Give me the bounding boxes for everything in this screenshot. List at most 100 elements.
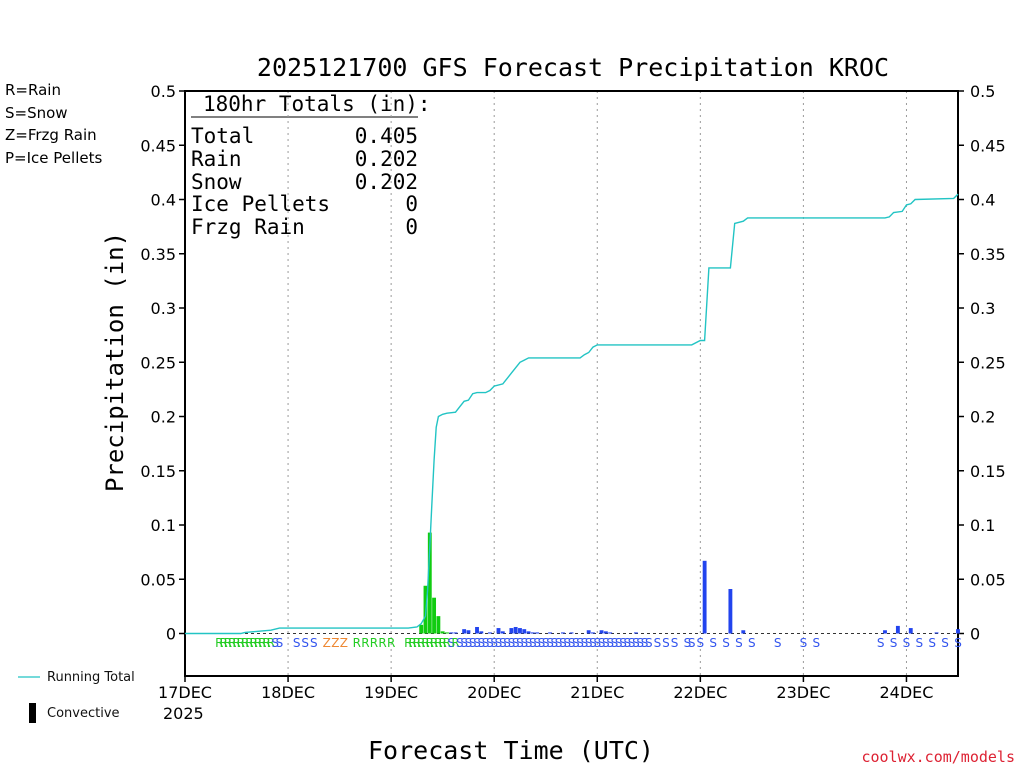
y-tick-label-right: 0.05 (970, 570, 1006, 589)
snow-bar (518, 628, 522, 634)
plot-area: 0 00.05 0.050.1 0.10.15 0.150.2 0.20.25 0.250.… (140, 82, 1005, 702)
snow-bar (569, 632, 574, 634)
precip-type-marker: S (748, 636, 756, 650)
precip-type-marker: S (697, 636, 705, 650)
source-credit: coolwx.com/models (861, 748, 1015, 766)
snow-bar (702, 560, 707, 634)
snow-bar (883, 630, 887, 634)
snow-bar (586, 630, 591, 634)
precip-type-marker: R (245, 636, 253, 650)
precip-type-marker: S (572, 636, 580, 650)
snow-bar (462, 629, 467, 634)
precip-type-marker: S (684, 636, 692, 650)
snow-bar (591, 632, 595, 634)
snow-bar (453, 632, 458, 634)
y-tick-label-right: 0.5 (970, 82, 995, 101)
y-tick-label-right: 0.2 (970, 408, 995, 427)
totals-value-rain: 0.202 (355, 147, 418, 171)
x-axis-year-label: 2025 (163, 704, 204, 723)
precip-type-marker: S (941, 636, 949, 650)
legend-rain-key: R=Rain (5, 81, 61, 99)
precip-type-marker: S (568, 636, 576, 650)
precip-type-marker: S (628, 636, 636, 650)
precip-type-marker: S (508, 636, 516, 650)
precip-type-marker: R (443, 636, 451, 650)
precip-type-marker: S (276, 636, 284, 650)
snow-bar (496, 628, 501, 634)
snow-bar (908, 628, 913, 634)
precip-type-marker: S (735, 636, 743, 650)
precip-type-marker: R (232, 636, 240, 650)
rain-bar (436, 616, 441, 634)
x-tick-label: 21DEC (570, 683, 624, 702)
precip-type-marker: R (241, 636, 249, 650)
precip-type-marker: R (404, 636, 412, 650)
precip-type-marker: Z (323, 636, 331, 650)
precip-type-marker: R (254, 636, 262, 650)
x-tick-label: 22DEC (673, 683, 727, 702)
y-axis-label: Precipitation (in) (101, 232, 129, 492)
precip-type-marker: S (546, 636, 554, 650)
y-tick-label-right: 0.4 (970, 191, 995, 210)
precip-type-marker: S (606, 636, 614, 650)
precip-type-marker: S (581, 636, 589, 650)
precip-type-marker: S (542, 636, 550, 650)
precip-type-marker: R (228, 636, 236, 650)
y-tick-label-right: 0 (970, 625, 980, 644)
precip-type-marker: R (361, 636, 369, 650)
precip-type-marker: S (563, 636, 571, 650)
snow-bar (895, 625, 900, 634)
precip-type-marker: R (353, 636, 361, 650)
snow-bar (513, 626, 518, 634)
rain-bar (432, 597, 437, 634)
precip-type-marker: S (516, 636, 524, 650)
precip-type-marker: R (215, 636, 223, 650)
x-axis-label: Forecast Time (UTC) (368, 736, 654, 765)
snow-bar (479, 631, 484, 634)
precip-type-marker: S (555, 636, 563, 650)
precip-type-marker: S (469, 636, 477, 650)
precip-type-marker: R (267, 636, 275, 650)
precip-type-marker: S (495, 636, 503, 650)
precip-type-marker: S (598, 636, 606, 650)
precip-type-marker: R (438, 636, 446, 650)
y-tick-label-left: 0.05 (140, 570, 176, 589)
y-tick-label-left: 0.25 (140, 353, 176, 372)
precip-type-marker: S (602, 636, 610, 650)
precip-type-marker: S (928, 636, 936, 650)
plot-frame (184, 90, 959, 677)
totals-header: 180hr Totals (in): (203, 92, 431, 116)
precip-type-marker: S (486, 636, 494, 650)
precip-type-marker: S (890, 636, 898, 650)
precip-type-marker: R (434, 636, 442, 650)
precip-type-marker: R (258, 636, 266, 650)
snow-bar (487, 632, 492, 634)
precip-type-marker: S (654, 636, 662, 650)
precip-type-marker: S (559, 636, 567, 650)
precip-type-marker: R (237, 636, 245, 650)
precip-type-marker: S (877, 636, 885, 650)
precip-type-marker: S (456, 636, 464, 650)
totals-label-total: Total (191, 124, 254, 148)
precip-type-marker: R (224, 636, 232, 650)
precip-type-marker: S (954, 636, 962, 650)
legend-snow-key: S=Snow (5, 104, 68, 122)
precip-type-marker: S (538, 636, 546, 650)
x-tick-label: 23DEC (776, 683, 830, 702)
snow-bar (741, 630, 746, 634)
legend-running-total-label: Running Total (47, 670, 135, 685)
snow-bar (728, 589, 733, 634)
precip-type-marker: R (413, 636, 421, 650)
precip-type-marker: R (421, 636, 429, 650)
precip-type-marker: S (503, 636, 511, 650)
totals-label-ice-pellets: Ice Pellets (191, 192, 330, 216)
legend-ice-pellets-key: P=Ice Pellets (5, 149, 103, 167)
precip-type-marker: S (619, 636, 627, 650)
precip-type-marker: S (722, 636, 730, 650)
precip-type-marker: S (916, 636, 924, 650)
y-tick-label-right: 0.15 (970, 462, 1006, 481)
legend-convective-swatch (29, 703, 36, 723)
legend-frzg-rain-key: Z=Frzg Rain (5, 126, 97, 144)
totals-box: 180hr Totals (in): Total 0.405 Rain 0.20… (191, 92, 431, 239)
